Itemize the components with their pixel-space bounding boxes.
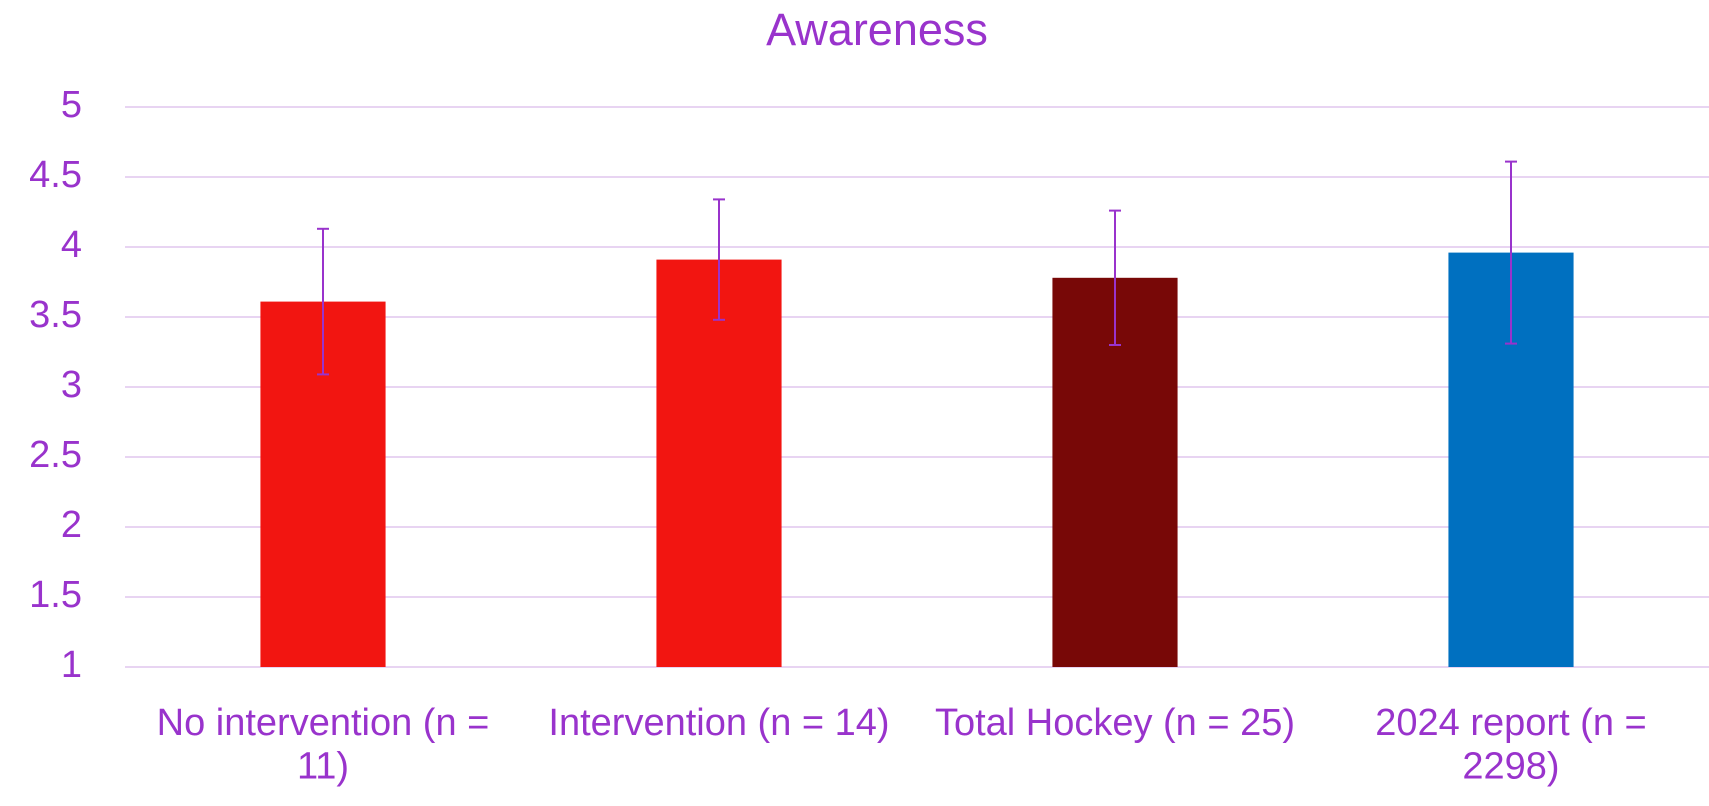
y-tick-label: 2 (61, 504, 82, 546)
y-tick-label: 3.5 (29, 294, 82, 336)
bar (656, 259, 782, 667)
x-tick-label: Total Hockey (n = 25) (935, 702, 1295, 744)
y-tick-label: 4 (61, 224, 82, 266)
y-tick-label: 5 (61, 84, 82, 126)
chart-title: Awareness (766, 4, 988, 55)
y-tick-label: 2.5 (29, 434, 82, 476)
x-tick-label: 2024 report (n = 2298) (1375, 702, 1646, 788)
x-tick-label: No intervention (n = 11) (157, 702, 490, 788)
y-tick-label: 3 (61, 364, 82, 406)
y-tick-label: 4.5 (29, 154, 82, 196)
y-tick-label: 1 (61, 644, 82, 686)
y-tick-label: 1.5 (29, 574, 82, 616)
x-tick-label: Intervention (n = 14) (548, 702, 889, 744)
